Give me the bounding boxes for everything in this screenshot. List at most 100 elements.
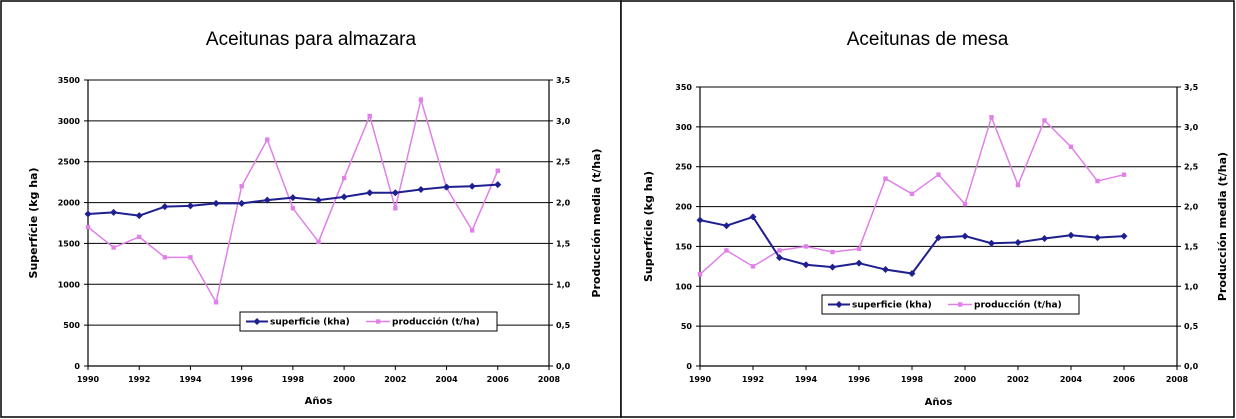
x-tick-label: 2002 xyxy=(1007,375,1029,384)
data-point-superficie xyxy=(263,196,271,204)
y-tick-label: 2000 xyxy=(58,199,81,208)
legend-marker-produccion xyxy=(376,319,381,324)
legend-label-produccion: producción (t/ha) xyxy=(974,300,1062,311)
y-tick-label: 150 xyxy=(675,242,692,251)
x-tick-label: 2000 xyxy=(333,375,356,384)
y2-tick-label: 3,0 xyxy=(556,117,571,126)
x-tick-label: 2000 xyxy=(954,375,977,384)
data-point-superficie xyxy=(1094,234,1101,242)
data-point-produccion xyxy=(85,224,91,230)
data-point-superficie xyxy=(186,202,194,210)
y-tick-label: 50 xyxy=(681,322,693,331)
data-point-superficie xyxy=(110,208,118,216)
y2-tick-label: 2,5 xyxy=(556,158,571,167)
y2-tick-label: 0,5 xyxy=(1184,322,1199,331)
y-tick-label: 350 xyxy=(675,83,692,92)
data-point-produccion xyxy=(137,234,142,240)
legend-marker-superficie xyxy=(835,301,843,308)
data-point-superficie xyxy=(988,239,995,247)
data-point-superficie xyxy=(1067,231,1075,239)
data-point-superficie xyxy=(161,203,169,211)
chart-title: Aceitunas de mesa xyxy=(847,29,1009,50)
data-point-produccion xyxy=(393,206,398,211)
y2-tick-label: 3,5 xyxy=(556,76,571,85)
data-point-produccion xyxy=(750,264,756,269)
y-tick-label: 1000 xyxy=(58,280,81,289)
data-point-superficie xyxy=(212,199,220,207)
data-point-produccion xyxy=(1042,118,1047,123)
y-tick-label: 2500 xyxy=(58,158,81,167)
y2-tick-label: 0,5 xyxy=(556,321,571,330)
legend-marker-superficie xyxy=(253,318,261,325)
panel-frame-right xyxy=(620,0,1235,418)
data-point-produccion xyxy=(367,113,372,119)
y2-tick-label: 3,0 xyxy=(1184,123,1199,132)
data-point-produccion xyxy=(803,244,809,249)
data-point-superficie xyxy=(289,194,297,202)
data-point-produccion xyxy=(111,245,116,250)
data-point-superficie xyxy=(1014,238,1022,246)
data-point-produccion xyxy=(989,115,994,120)
y-tick-label: 100 xyxy=(675,282,692,291)
data-point-produccion xyxy=(290,206,296,211)
x-tick-label: 1998 xyxy=(901,375,924,384)
x-tick-label: 1996 xyxy=(231,375,254,384)
data-point-produccion xyxy=(418,97,424,102)
data-point-superficie xyxy=(855,259,863,267)
data-point-produccion xyxy=(724,248,729,253)
chart-almazara: Aceitunas para almazara 0 500 1000 1500 2000 2… xyxy=(27,29,603,407)
x-tick-label: 2006 xyxy=(487,375,510,384)
x-axis-label: Años xyxy=(925,397,953,408)
y2-tick-label: 0,0 xyxy=(556,362,571,371)
x-tick-label: 1990 xyxy=(77,375,100,384)
data-point-produccion xyxy=(239,184,244,189)
chart-title: Aceitunas para almazara xyxy=(206,29,417,50)
data-point-superficie xyxy=(494,181,502,189)
y2-tick-label: 1,0 xyxy=(1184,282,1199,291)
data-point-superficie xyxy=(802,261,810,269)
data-point-superficie xyxy=(84,210,92,218)
x-tick-label: 1996 xyxy=(848,375,871,384)
data-point-superficie xyxy=(749,213,757,221)
data-point-produccion xyxy=(856,246,862,252)
y-tick-label: 0 xyxy=(686,362,692,371)
data-point-produccion xyxy=(936,172,941,177)
x-tick-label: 2002 xyxy=(384,375,406,384)
legend-label-superficie: superficie (kha) xyxy=(270,318,350,328)
data-point-produccion xyxy=(830,249,835,255)
data-point-superficie xyxy=(238,199,246,207)
data-point-superficie xyxy=(391,189,399,197)
y-axis-label: Superfície (kg ha) xyxy=(27,168,40,279)
data-point-produccion xyxy=(265,137,270,142)
data-point-produccion xyxy=(213,300,219,305)
data-point-superficie xyxy=(443,183,451,191)
x-tick-label: 1994 xyxy=(795,375,818,384)
data-point-produccion xyxy=(1068,144,1074,149)
y-tick-label: 3500 xyxy=(58,76,81,85)
legend-marker-produccion xyxy=(958,302,963,307)
y-tick-label: 3000 xyxy=(58,117,81,126)
data-point-superficie xyxy=(723,222,730,230)
y2-tick-label: 2,0 xyxy=(556,199,571,208)
legend-label-produccion: producción (t/ha) xyxy=(392,317,480,328)
data-point-superficie xyxy=(908,270,916,278)
x-tick-label: 1998 xyxy=(282,375,305,384)
data-point-produccion xyxy=(188,255,193,260)
data-point-superficie xyxy=(417,185,425,193)
y-tick-label: 300 xyxy=(675,123,692,132)
data-point-superficie xyxy=(1120,232,1128,240)
data-point-produccion xyxy=(162,255,168,260)
chart-mesa: Aceitunas de mesa 0 50 100 150 200 250 300 350 0,… xyxy=(642,29,1229,408)
data-point-superficie xyxy=(696,216,704,224)
data-point-produccion xyxy=(495,168,500,173)
y2-axis-label: Producción media (t/ha) xyxy=(1216,152,1229,301)
data-point-produccion xyxy=(341,175,347,181)
data-point-produccion xyxy=(316,239,321,244)
x-tick-label: 2008 xyxy=(1166,375,1189,384)
data-point-produccion xyxy=(1095,178,1100,184)
data-point-superficie xyxy=(1041,234,1048,242)
data-point-produccion xyxy=(909,191,915,197)
data-point-superficie xyxy=(776,254,783,262)
data-point-superficie xyxy=(315,196,322,204)
